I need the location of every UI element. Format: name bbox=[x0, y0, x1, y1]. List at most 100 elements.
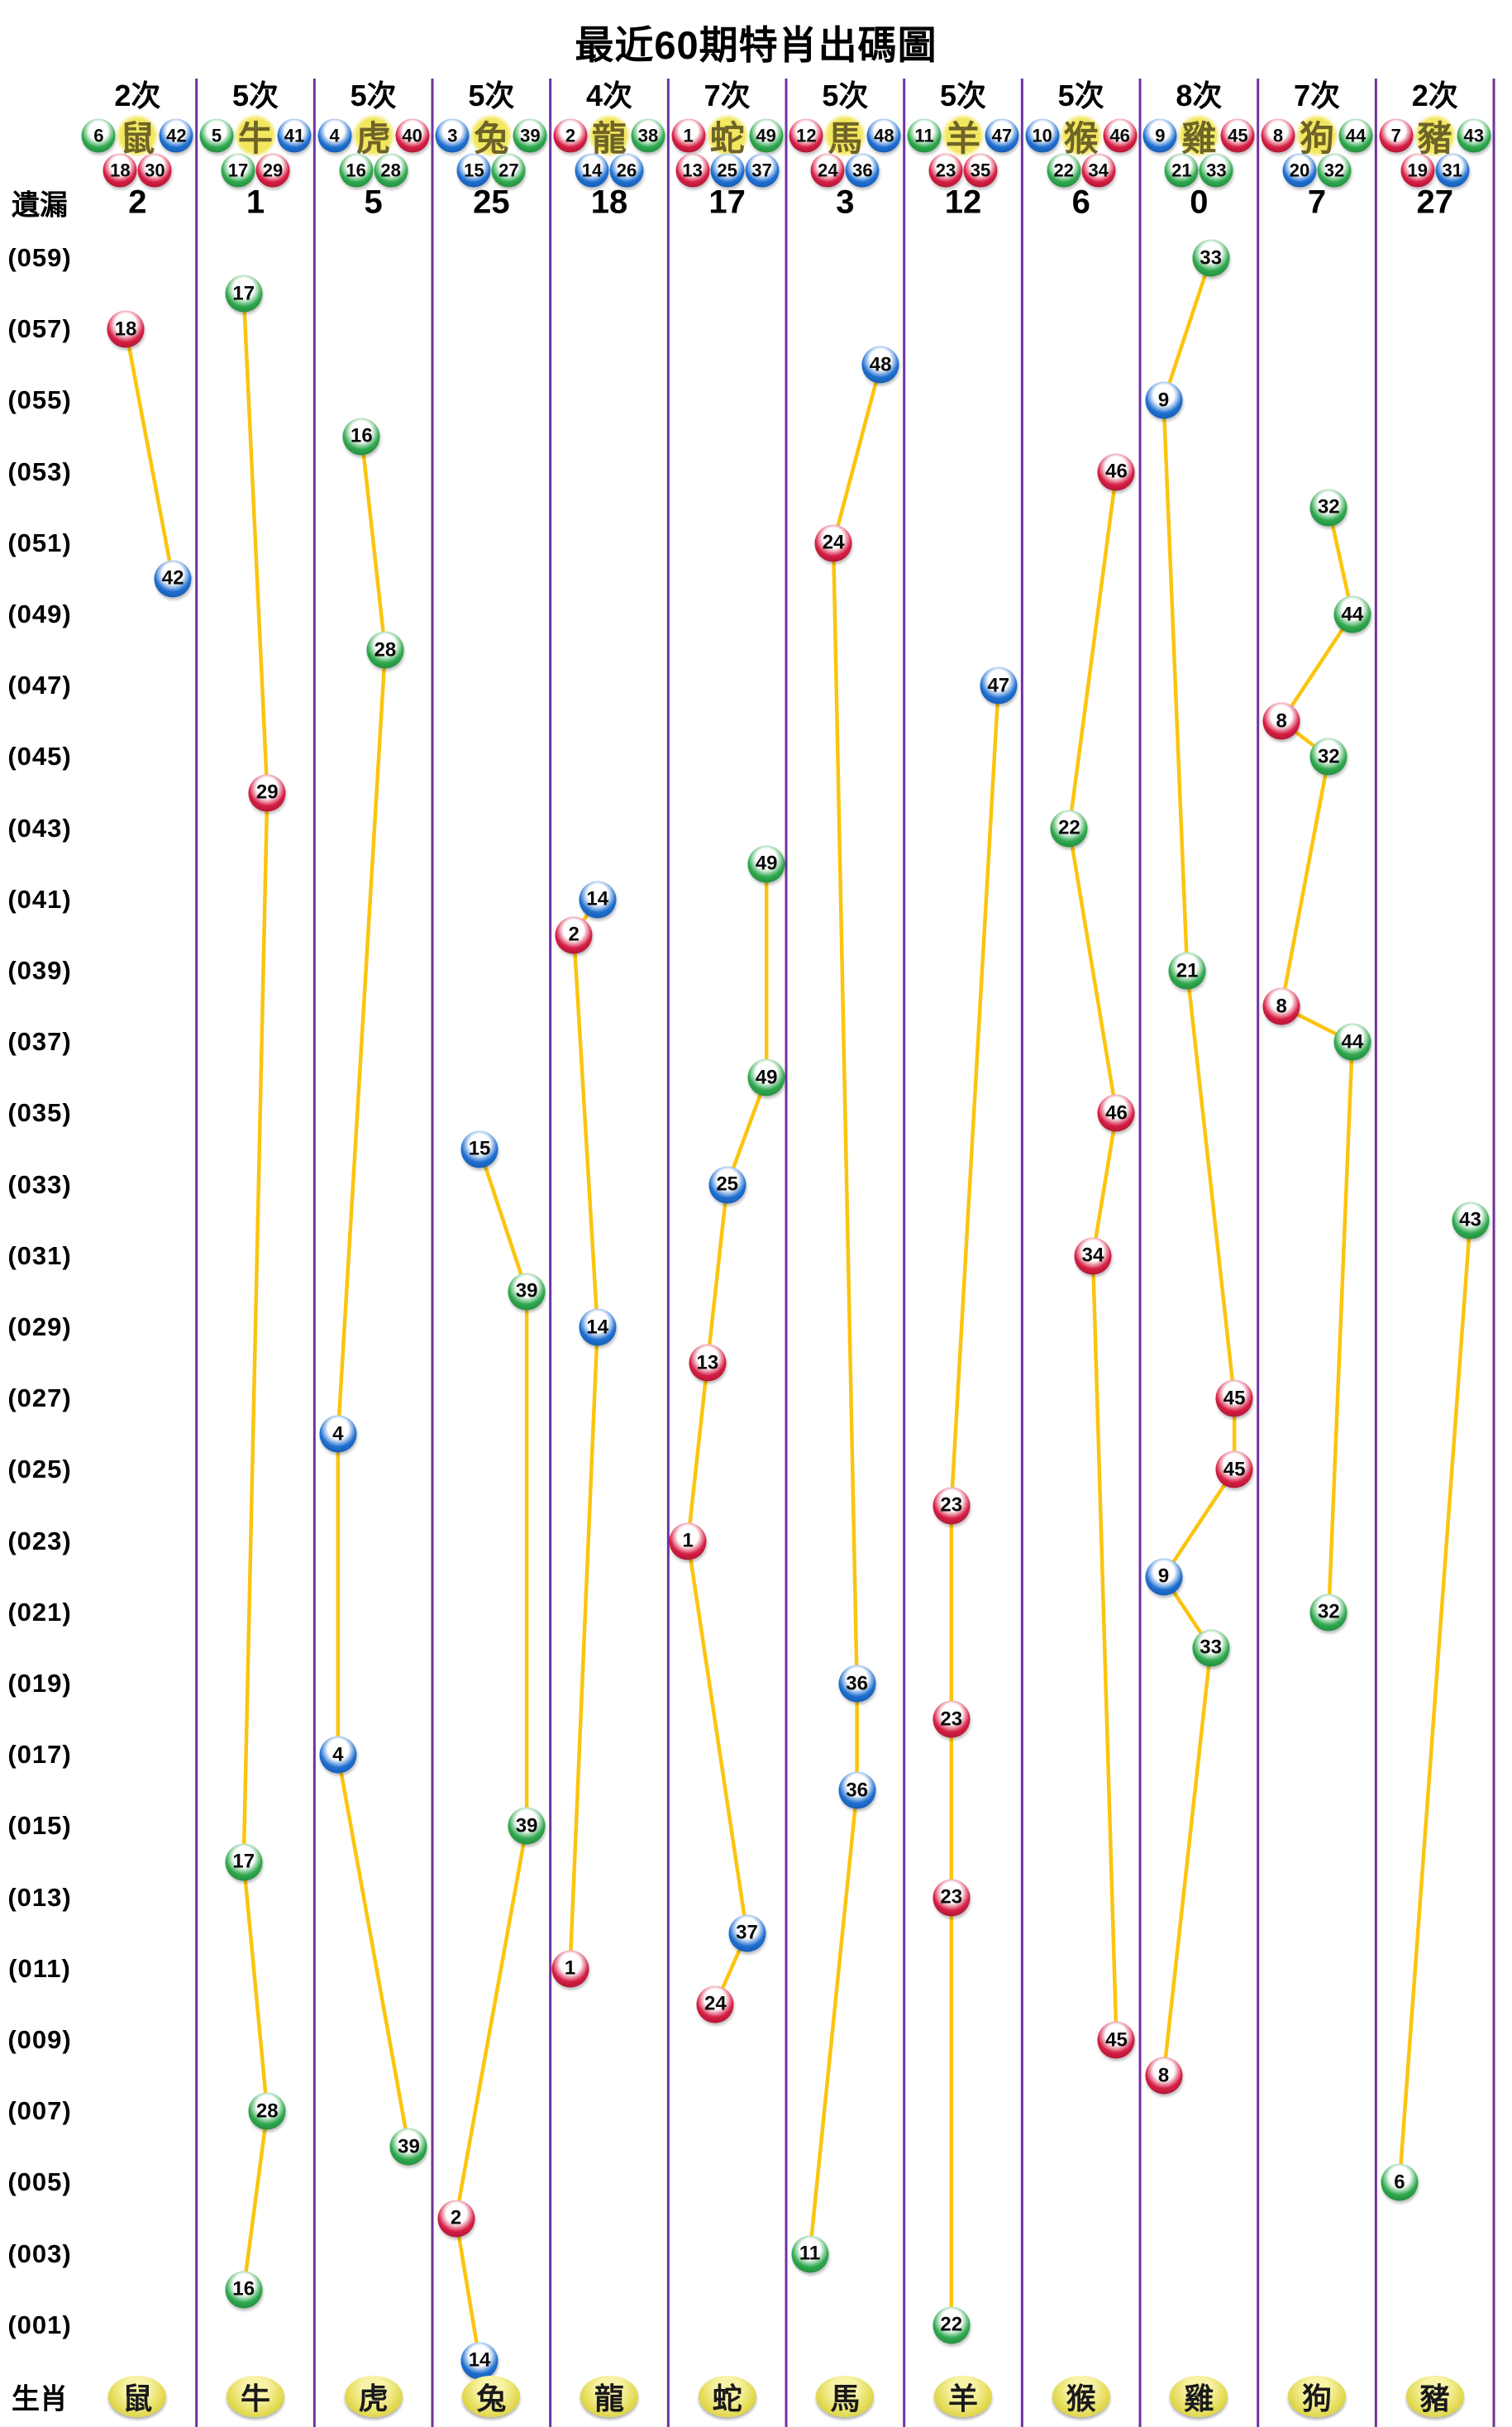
row-label: (059) bbox=[7, 243, 72, 272]
lottery-ball: 33 bbox=[1192, 239, 1230, 277]
miss-value: 5 bbox=[364, 184, 383, 221]
row-label: (053) bbox=[7, 456, 72, 486]
lottery-ball: 36 bbox=[838, 1665, 876, 1703]
lottery-ball: 23 bbox=[932, 1487, 971, 1524]
lottery-ball: 41 bbox=[277, 118, 312, 153]
lottery-ball: 1 bbox=[551, 1950, 589, 1988]
appearance-count: 5次 bbox=[1057, 79, 1104, 112]
header-zodiac-char: 鼠 bbox=[116, 114, 160, 158]
lottery-ball: 45 bbox=[1215, 1450, 1253, 1488]
lottery-ball: 17 bbox=[225, 1843, 263, 1880]
lottery-ball: 14 bbox=[579, 881, 617, 919]
lottery-ball: 4 bbox=[319, 1415, 357, 1453]
lottery-ball: 29 bbox=[255, 153, 290, 188]
miss-value: 25 bbox=[473, 184, 510, 221]
row-label: (007) bbox=[7, 2096, 72, 2126]
lottery-ball: 35 bbox=[963, 153, 998, 188]
lottery-ball: 17 bbox=[221, 153, 255, 188]
lottery-ball: 9 bbox=[1142, 118, 1177, 153]
lottery-ball: 8 bbox=[1262, 702, 1300, 740]
trend-line-牛 bbox=[241, 293, 269, 2290]
trend-line-豬 bbox=[1397, 1220, 1472, 2183]
footer-zodiac-雞: 雞 bbox=[1170, 2376, 1228, 2417]
lottery-ball: 39 bbox=[508, 1807, 546, 1845]
lottery-ball: 39 bbox=[389, 2128, 427, 2166]
appearance-count: 7次 bbox=[1294, 79, 1341, 112]
miss-value: 18 bbox=[590, 184, 628, 221]
lottery-ball: 34 bbox=[1074, 1237, 1112, 1275]
lottery-ball: 36 bbox=[838, 1771, 876, 1809]
lottery-ball: 32 bbox=[1309, 1593, 1347, 1632]
lottery-ball: 2 bbox=[555, 916, 593, 954]
lottery-ball: 1 bbox=[669, 1522, 707, 1560]
miss-value: 17 bbox=[708, 184, 746, 221]
lottery-ball: 46 bbox=[1097, 453, 1135, 491]
row-label: (009) bbox=[7, 2025, 72, 2054]
lottery-ball: 23 bbox=[932, 1879, 971, 1917]
lottery-ball: 7 bbox=[1379, 118, 1414, 153]
lottery-ball: 37 bbox=[745, 153, 780, 188]
lottery-ball: 22 bbox=[1050, 810, 1088, 848]
lottery-ball: 33 bbox=[1199, 153, 1233, 188]
lottery-ball: 13 bbox=[675, 153, 710, 188]
lottery-ball: 32 bbox=[1309, 738, 1347, 776]
lottery-ball: 20 bbox=[1282, 153, 1317, 188]
header-zodiac-char: 蛇 bbox=[705, 114, 749, 158]
row-label: (001) bbox=[7, 2310, 72, 2339]
miss-value: 1 bbox=[246, 184, 265, 221]
row-label: (057) bbox=[7, 314, 72, 344]
miss-value: 0 bbox=[1190, 184, 1209, 221]
lottery-ball: 8 bbox=[1145, 2057, 1183, 2095]
lottery-ball: 42 bbox=[154, 560, 192, 598]
page-title: 最近60期特肖出碼圖 bbox=[575, 23, 937, 67]
trend-line-馬 bbox=[808, 364, 883, 2254]
row-label: (021) bbox=[7, 1597, 72, 1627]
lottery-ball: 43 bbox=[1457, 118, 1491, 153]
header-zodiac-char: 羊 bbox=[942, 114, 985, 158]
row-label: (045) bbox=[7, 742, 72, 772]
lottery-ball: 13 bbox=[689, 1344, 727, 1382]
lottery-ball: 11 bbox=[791, 2235, 829, 2273]
header-zodiac-char: 雞 bbox=[1177, 114, 1221, 158]
footer-zodiac-兔: 兔 bbox=[462, 2376, 521, 2417]
trend-line-龍 bbox=[568, 898, 600, 1969]
lottery-ball: 15 bbox=[456, 153, 491, 188]
lottery-ball: 25 bbox=[708, 1166, 746, 1204]
lottery-ball: 18 bbox=[107, 310, 145, 348]
trend-line-雞 bbox=[1161, 257, 1237, 2076]
row-label: (037) bbox=[7, 1027, 72, 1057]
footer-zodiac-狗: 狗 bbox=[1288, 2376, 1347, 2417]
lottery-ball: 48 bbox=[861, 346, 899, 384]
lottery-ball: 22 bbox=[932, 2306, 971, 2344]
row-label: (003) bbox=[7, 2238, 72, 2268]
row-label: (033) bbox=[7, 1169, 72, 1199]
trend-line-鼠 bbox=[123, 328, 175, 580]
row-label: (023) bbox=[7, 1526, 72, 1555]
lottery-ball: 44 bbox=[1333, 595, 1371, 633]
row-label: (051) bbox=[7, 528, 72, 557]
lottery-ball: 6 bbox=[1381, 2163, 1419, 2201]
lottery-ball: 11 bbox=[907, 118, 942, 153]
lottery-ball: 14 bbox=[579, 1308, 617, 1346]
lottery-ball: 2 bbox=[553, 118, 588, 153]
lottery-ball: 16 bbox=[339, 153, 374, 188]
miss-value: 2 bbox=[128, 184, 147, 221]
appearance-count: 5次 bbox=[822, 79, 869, 112]
row-label: (035) bbox=[7, 1098, 72, 1128]
lottery-ball: 28 bbox=[374, 153, 408, 188]
lottery-ball: 14 bbox=[575, 153, 609, 188]
trend-line-狗 bbox=[1279, 507, 1355, 1612]
lottery-ball: 25 bbox=[710, 153, 745, 188]
lottery-ball: 49 bbox=[747, 1058, 785, 1096]
lottery-ball: 28 bbox=[248, 2092, 286, 2130]
miss-value: 7 bbox=[1307, 184, 1327, 221]
lottery-ball: 47 bbox=[980, 666, 1018, 705]
lottery-ball: 4 bbox=[317, 118, 352, 153]
lottery-ball: 27 bbox=[491, 153, 526, 188]
lottery-ball: 34 bbox=[1081, 153, 1116, 188]
header-zodiac-char: 虎 bbox=[351, 114, 395, 158]
lottery-ball: 46 bbox=[1103, 118, 1138, 153]
row-label: (041) bbox=[7, 884, 72, 914]
footer-zodiac-羊: 羊 bbox=[934, 2376, 993, 2417]
trend-line-蛇 bbox=[685, 863, 769, 2005]
